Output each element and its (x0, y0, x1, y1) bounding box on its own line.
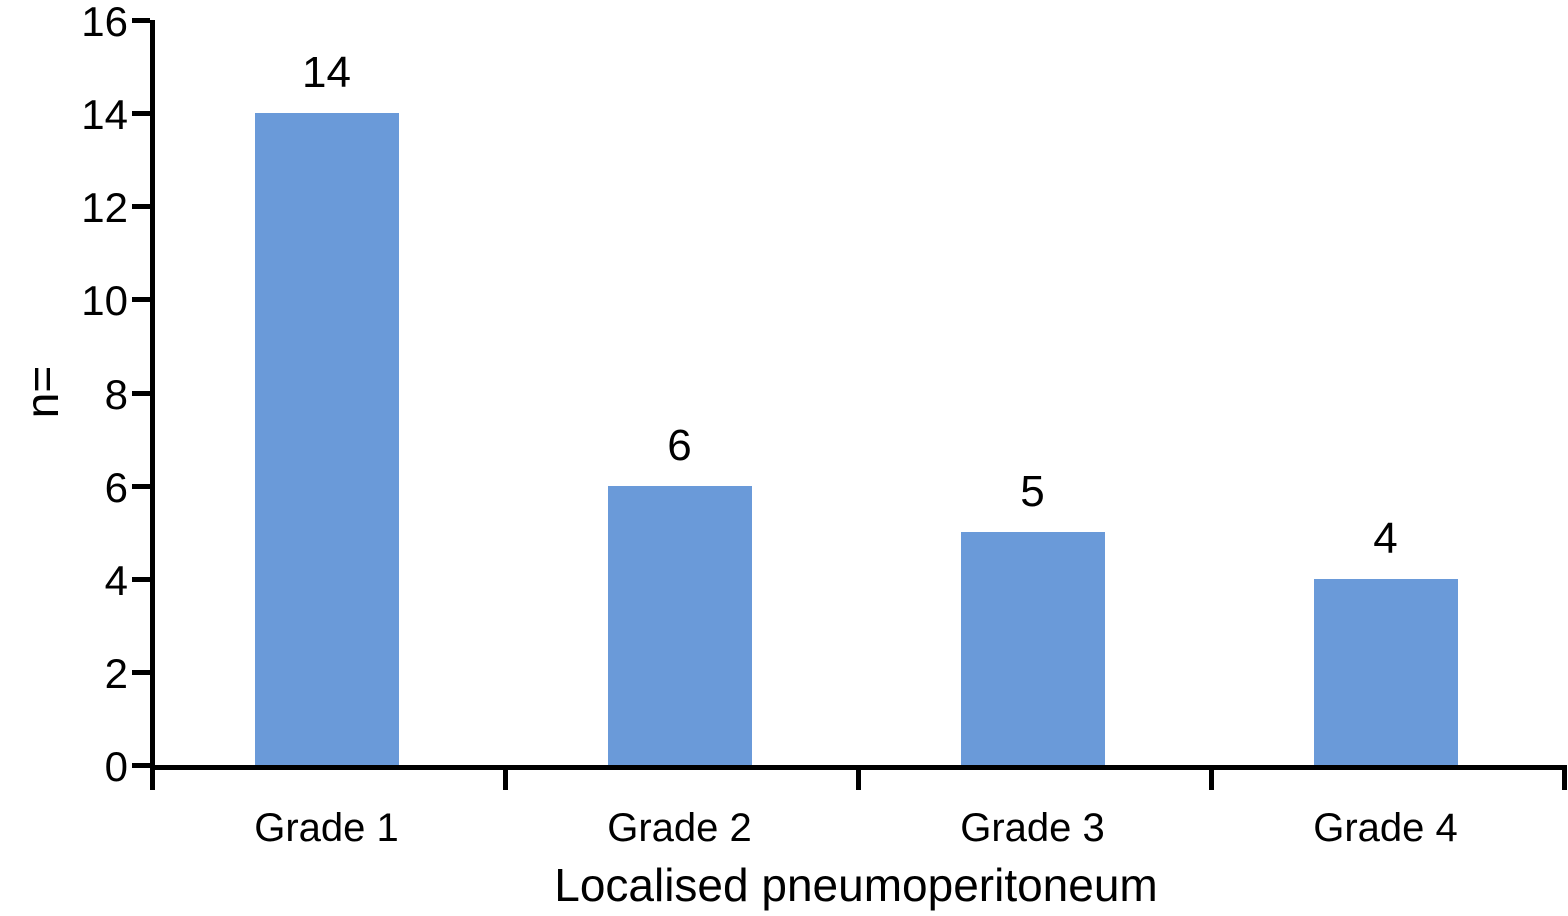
y-axis-tick (132, 204, 150, 210)
bar-value-label: 4 (1373, 513, 1398, 563)
x-category-label: Grade 4 (1313, 806, 1458, 850)
y-axis-tick (132, 483, 150, 489)
bar-grade-2 (607, 485, 752, 765)
x-category-label: Grade 2 (607, 806, 752, 850)
y-tick-label: 4 (104, 556, 128, 604)
x-axis-tick (150, 770, 155, 790)
x-axis-tick (1562, 770, 1567, 790)
y-axis-tick (132, 390, 150, 396)
x-category-label: Grade 1 (254, 806, 399, 850)
y-tick-label: 14 (81, 91, 128, 139)
y-axis-tick (132, 669, 150, 675)
x-axis-tick (856, 770, 861, 790)
y-tick-label: 12 (81, 184, 128, 232)
bar-grade-1 (254, 113, 399, 765)
y-axis-tick (132, 763, 150, 768)
y-tick-label: 8 (104, 370, 128, 418)
bar-grade-3 (960, 532, 1105, 765)
bar-value-label: 14 (302, 48, 351, 98)
bar-grade-4 (1313, 578, 1458, 765)
y-tick-label: 2 (104, 649, 128, 697)
x-axis-tick (503, 770, 508, 790)
bar-value-label: 5 (1020, 467, 1045, 517)
y-tick-label: 6 (104, 463, 128, 511)
bar-value-label: 6 (667, 420, 692, 470)
x-axis-tick (1209, 770, 1214, 790)
y-tick-label: 16 (81, 0, 128, 45)
y-axis-tick (132, 576, 150, 582)
y-axis-line (150, 20, 155, 770)
y-axis-tick (132, 111, 150, 117)
y-tick-label: 0 (104, 743, 128, 790)
y-tick-label: 10 (81, 277, 128, 325)
x-axis-title: Localised pneumoperitoneum (554, 859, 1158, 911)
x-axis-line (150, 765, 1567, 770)
y-axis-tick (132, 18, 150, 23)
y-axis-tick (132, 297, 150, 303)
x-category-label: Grade 3 (960, 806, 1105, 850)
